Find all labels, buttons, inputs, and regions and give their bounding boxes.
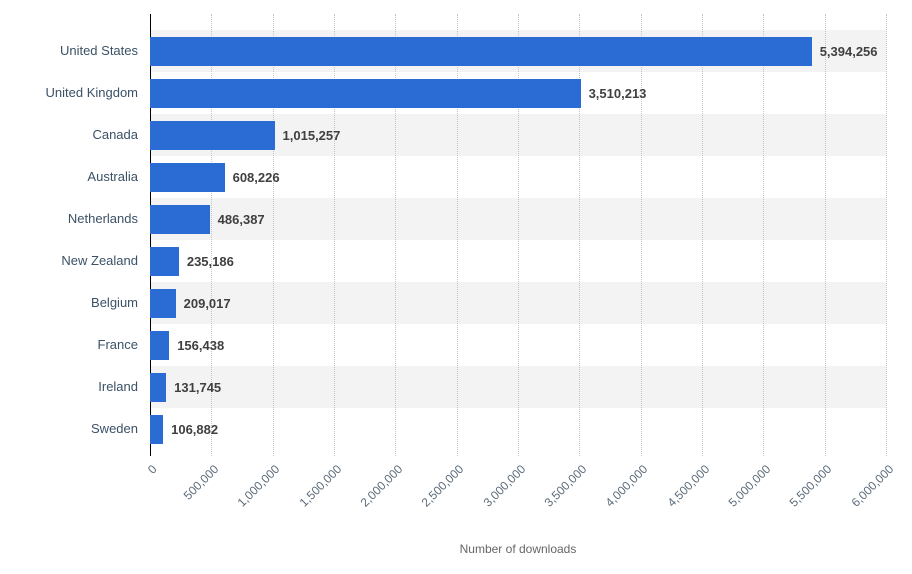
bar [150, 120, 275, 150]
gridline [579, 14, 581, 456]
category-label: Australia [87, 169, 138, 184]
bar-value-label: 235,186 [186, 253, 234, 269]
bar [150, 372, 167, 402]
bar-value-label: 106,882 [171, 421, 219, 437]
bar-value-label: 131,745 [174, 379, 222, 395]
gridline [702, 14, 703, 456]
gridline [272, 14, 274, 456]
x-tick-label: 5,500,000 [786, 462, 835, 510]
category-label: France [97, 337, 138, 352]
gridline [456, 14, 458, 456]
gridline [395, 14, 397, 456]
x-tick-label: 5,000,000 [725, 462, 774, 510]
x-tick-label: 1,500,000 [296, 462, 344, 510]
gridline [763, 14, 765, 456]
gridline [334, 14, 335, 456]
x-tick-label: 4,500,000 [664, 462, 712, 510]
bar [150, 246, 179, 276]
x-tick-label: 3,000,000 [480, 462, 528, 510]
category-label: Belgium [91, 295, 138, 310]
x-tick-label: 4,000,000 [602, 462, 651, 510]
category-label: Ireland [98, 379, 138, 394]
category-label: Sweden [91, 421, 138, 436]
bar [150, 36, 812, 66]
bar [150, 330, 170, 360]
category-label: United States [59, 43, 138, 58]
x-tick-label: 0 [145, 462, 160, 477]
x-tick-label: 3,500,000 [541, 462, 590, 510]
bar-value-label: 3,510,213 [588, 85, 647, 101]
bar [150, 288, 176, 318]
bar-value-label: 486,387 [217, 211, 265, 227]
category-label: United Kingdom [45, 85, 139, 100]
y-axis-category-labels: United States United Kingdom Canada Austral… [0, 14, 139, 456]
gridline [518, 14, 519, 456]
plot-area: 5,394,256 3,510,213 1,015,257 608,226 486,38… [150, 14, 887, 456]
x-tick-label: 2,000,000 [357, 462, 406, 510]
bar [150, 78, 581, 108]
y-axis-line [150, 14, 151, 456]
bar-value-label: 156,438 [177, 337, 225, 353]
x-axis-title: Number of downloads [459, 542, 577, 556]
bar-value-label: 1,015,257 [282, 127, 341, 143]
x-tick-label: 500,000 [180, 462, 222, 503]
bar-value-label: 5,394,256 [819, 43, 878, 59]
bar [150, 204, 210, 234]
x-tick-label: 6,000,000 [848, 462, 896, 510]
category-label: Netherlands [67, 211, 138, 226]
bar [150, 162, 225, 192]
bar-value-label: 608,226 [232, 169, 280, 185]
gridline [211, 14, 213, 456]
category-label: New Zealand [61, 253, 138, 268]
gridline [886, 14, 887, 456]
x-tick-label: 1,000,000 [234, 462, 283, 510]
gridline [824, 14, 826, 456]
bar [150, 414, 164, 444]
category-label: Canada [92, 127, 138, 142]
x-tick-label: 2,500,000 [418, 462, 467, 510]
gridline [640, 14, 642, 456]
bar-value-label: 209,017 [183, 295, 231, 311]
